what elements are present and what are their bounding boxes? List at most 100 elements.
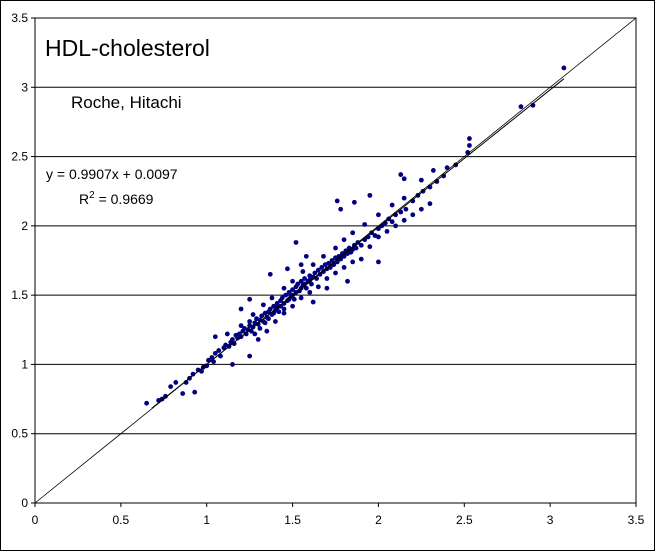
y-tick-label: 1.5 <box>11 288 28 302</box>
data-point <box>341 237 347 243</box>
data-point <box>324 276 330 281</box>
data-point <box>173 380 179 385</box>
data-point <box>180 391 186 396</box>
data-point <box>341 265 347 270</box>
data-point <box>212 350 218 356</box>
data-point <box>281 306 287 312</box>
data-point <box>144 400 150 406</box>
data-point <box>353 245 359 251</box>
data-point <box>329 258 335 263</box>
data-point <box>250 312 256 317</box>
data-point <box>247 296 253 302</box>
data-point <box>561 65 567 71</box>
x-tick-label: 2.5 <box>456 513 473 527</box>
data-point <box>257 326 263 331</box>
x-tick-label: 2 <box>375 513 382 527</box>
data-point <box>367 244 373 250</box>
x-tick-label: 0 <box>32 513 39 527</box>
data-point <box>255 321 261 327</box>
data-point <box>367 192 373 198</box>
data-point <box>298 278 304 284</box>
data-point <box>345 278 350 284</box>
data-point <box>319 265 325 270</box>
r-squared-value: = 0.9669 <box>95 191 154 207</box>
data-point <box>290 303 295 309</box>
data-point <box>430 168 436 173</box>
data-point <box>382 220 388 226</box>
data-point <box>376 234 381 240</box>
data-point <box>278 303 283 309</box>
data-points <box>144 65 567 406</box>
data-point <box>293 240 299 245</box>
data-point <box>274 301 280 306</box>
data-point <box>216 348 222 353</box>
data-point <box>290 278 295 284</box>
data-point <box>286 289 292 295</box>
data-point <box>273 319 278 324</box>
data-point <box>418 206 424 212</box>
data-point <box>376 212 381 218</box>
data-point <box>283 292 289 298</box>
data-point <box>224 331 230 337</box>
data-point <box>334 198 340 204</box>
data-point <box>243 331 249 337</box>
x-tick-label: 3 <box>547 513 554 527</box>
data-point <box>315 267 321 273</box>
data-point <box>465 150 471 155</box>
gridlines <box>35 86 636 435</box>
data-point <box>321 253 326 259</box>
data-point <box>190 371 196 377</box>
data-point <box>199 368 204 374</box>
data-point <box>279 295 285 301</box>
data-point <box>262 320 268 326</box>
data-point <box>333 245 338 251</box>
data-point <box>310 299 316 305</box>
data-point <box>168 384 174 389</box>
data-point <box>427 201 433 207</box>
data-point <box>231 341 237 347</box>
data-point <box>291 296 297 302</box>
data-point <box>393 212 398 218</box>
data-point <box>307 289 313 295</box>
data-point <box>255 337 261 342</box>
data-point <box>212 334 218 340</box>
data-point <box>310 262 316 268</box>
data-point <box>351 199 357 205</box>
data-point <box>393 223 398 229</box>
data-point <box>376 259 381 265</box>
data-point <box>358 242 364 248</box>
data-point <box>266 316 271 322</box>
data-point <box>518 104 524 110</box>
data-point <box>302 276 307 281</box>
data-point <box>295 281 301 287</box>
data-point <box>247 353 253 359</box>
data-point <box>389 219 395 225</box>
data-point <box>350 259 356 265</box>
data-point <box>444 165 450 171</box>
plot-area <box>34 17 637 504</box>
data-point <box>441 173 447 179</box>
identity-line <box>34 17 637 504</box>
data-point <box>401 195 407 201</box>
data-point <box>298 262 304 268</box>
x-tick-label: 1.5 <box>284 513 301 527</box>
data-point <box>204 363 210 369</box>
y-tick-label: 2 <box>21 219 28 233</box>
chart-title: HDL-cholesterol <box>45 35 210 61</box>
data-point <box>159 396 165 402</box>
trendline <box>151 78 565 409</box>
data-point <box>269 295 275 301</box>
data-point <box>267 271 273 277</box>
data-point <box>238 323 244 329</box>
data-point <box>192 389 198 395</box>
data-point <box>315 284 321 290</box>
data-point <box>290 287 295 292</box>
data-point <box>281 285 287 291</box>
y-axis: 0 0.5 1 1.5 2 2.5 3 3.5 <box>11 11 35 510</box>
data-point <box>401 176 407 182</box>
data-point <box>260 302 266 308</box>
data-point <box>303 253 309 259</box>
r-squared-exponent: 2 <box>89 190 95 201</box>
data-point <box>410 198 416 204</box>
